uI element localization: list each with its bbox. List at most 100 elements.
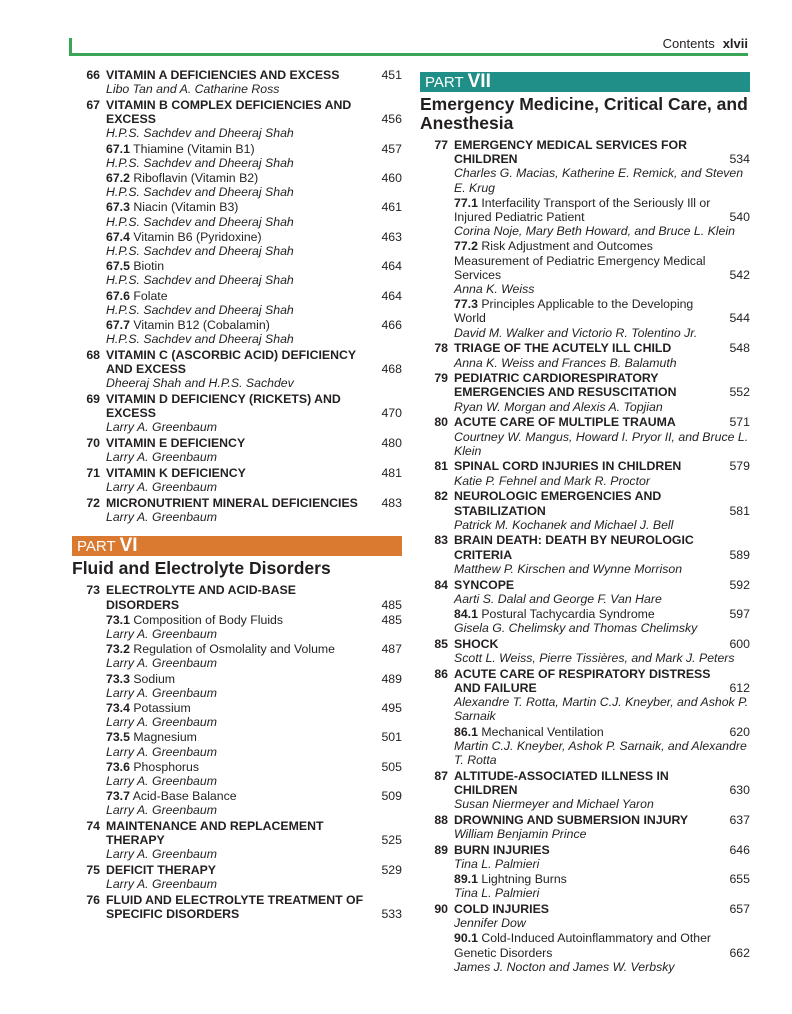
entry-body: ELECTROLYTE AND ACID-BASE DISORDERS 485 73…	[106, 583, 402, 817]
toc-entry[interactable]: 71 VITAMIN K DEFICIENCY 481 Larry A. Greenb…	[72, 466, 402, 494]
subchapter-entry[interactable]: 67.5 Biotin 464 H.P.S. Sachdev and Dheeraj…	[106, 259, 402, 287]
running-header: Contents xlvii	[663, 36, 748, 51]
subchapter-entry[interactable]: 73.5 Magnesium 501 Larry A. Greenbaum	[106, 730, 402, 758]
authors: H.P.S. Sachdev and Dheeraj Shah	[106, 273, 294, 288]
toc-entry[interactable]: 88 DROWNING AND SUBMERSION INJURY 637 Willi…	[420, 813, 750, 841]
subchapter-entry[interactable]: 67.3 Niacin (Vitamin B3) 461 H.P.S. Sachde…	[106, 200, 402, 228]
toc-entry[interactable]: 79 PEDIATRIC CARDIORESPIRATORY EMERGENCIE…	[420, 371, 750, 414]
toc-entry[interactable]: 81 SPINAL CORD INJURIES IN CHILDREN 579 Kat…	[420, 459, 750, 487]
toc-entry[interactable]: 70 VITAMIN E DEFICIENCY 480 Larry A. Greenb…	[72, 436, 402, 464]
toc-entry[interactable]: 75 DEFICIT THERAPY 529 Larry A. Greenbaum	[72, 863, 402, 891]
entry-body: ALTITUDE-ASSOCIATED ILLNESS IN CHILDREN 6…	[454, 769, 750, 812]
toc-entry[interactable]: 78 TRIAGE OF THE ACUTELY ILL CHILD 548 Anna…	[420, 341, 750, 369]
subchapter-entry[interactable]: 67.7 Vitamin B12 (Cobalamin) 466 H.P.S. Sa…	[106, 318, 402, 346]
entry-body: DEFICIT THERAPY 529 Larry A. Greenbaum	[106, 863, 402, 891]
title-row: 73.2 Regulation of Osmolality and Volume…	[106, 642, 402, 656]
title-row: VITAMIN D DEFICIENCY (RICKETS) AND EXCES…	[106, 392, 402, 420]
title-row: VITAMIN B COMPLEX DEFICIENCIES AND EXCES…	[106, 98, 402, 126]
toc-entry[interactable]: 85 SHOCK 600 Scott L. Weiss, Pierre Tissièr…	[420, 637, 750, 665]
subchapter-entry[interactable]: 67.4 Vitamin B6 (Pyridoxine) 463 H.P.S. Sa…	[106, 230, 402, 258]
chapter-number: 81	[434, 459, 448, 474]
toc-entry[interactable]: 83 BRAIN DEATH: DEATH BY NEUROLOGIC CRITE…	[420, 533, 750, 576]
chapter-title: SHOCK	[454, 636, 499, 651]
subchapter-title: 89.1 Lightning Burns	[454, 872, 567, 886]
toc-entry[interactable]: 69 VITAMIN D DEFICIENCY (RICKETS) AND EXC…	[72, 392, 402, 435]
toc-entry[interactable]: 90 COLD INJURIES 657 Jennifer Dow 90.1 Cold-…	[420, 902, 750, 974]
subchapter-number: 89.1	[454, 872, 478, 887]
chapter-number: 90	[434, 902, 448, 917]
chapter-number: 78	[434, 341, 448, 356]
title-row: ELECTROLYTE AND ACID-BASE DISORDERS 485	[106, 583, 402, 611]
subchapter-entry[interactable]: 89.1 Lightning Burns 655 Tina L. Palmieri	[454, 872, 750, 900]
chapter-title: COLD INJURIES	[454, 902, 549, 917]
toc-entry[interactable]: 82 NEUROLOGIC EMERGENCIES AND STABILIZATI…	[420, 489, 750, 532]
toc-entry[interactable]: 86 ACUTE CARE OF RESPIRATORY DISTRESS AND…	[420, 667, 750, 767]
subchapter-entry[interactable]: 73.2 Regulation of Osmolality and Volume…	[106, 642, 402, 670]
authors: Patrick M. Kochanek and Michael J. Bell	[454, 517, 674, 532]
subchapter-entry[interactable]: 67.2 Riboflavin (Vitamin B2) 460 H.P.S. Sa…	[106, 171, 402, 199]
authors: Larry A. Greenbaum	[106, 877, 217, 892]
toc-entry[interactable]: 80 ACUTE CARE OF MULTIPLE TRAUMA 571 Courtn…	[420, 415, 750, 458]
title-row: DEFICIT THERAPY 529	[106, 863, 402, 877]
subchapter-entry[interactable]: 84.1 Postural Tachycardia Syndrome 597 Gis…	[454, 607, 750, 635]
subchapter-entry[interactable]: 77.2 Risk Adjustment and Outcomes Measur…	[454, 239, 750, 296]
entry-body: MICRONUTRIENT MINERAL DEFICIENCIES 483 Lar…	[106, 496, 402, 524]
chapter-number: 86	[434, 666, 448, 681]
toc-entry[interactable]: 67 VITAMIN B COMPLEX DEFICIENCIES AND EXC…	[72, 98, 402, 346]
subchapter-entry[interactable]: 77.3 Principles Applicable to the Develo…	[454, 297, 750, 340]
entry-body: VITAMIN E DEFICIENCY 480 Larry A. Greenbau…	[106, 436, 402, 464]
subchapter-name: Magnesium	[133, 730, 197, 745]
page-ref: 464	[381, 259, 402, 274]
page-ref: 529	[381, 863, 402, 878]
subchapter-name: Sodium	[133, 671, 176, 686]
subchapter-number: 67.1	[106, 141, 130, 156]
title-row: DROWNING AND SUBMERSION INJURY 637	[454, 813, 750, 827]
toc-entry[interactable]: 74 MAINTENANCE AND REPLACEMENT THERAPY 525…	[72, 819, 402, 862]
subchapter-title: 73.1 Composition of Body Fluids	[106, 613, 283, 627]
toc-entry[interactable]: 76 FLUID AND ELECTROLYTE TREATMENT OF SPE…	[72, 893, 402, 921]
subchapter-number: 73.5	[106, 730, 130, 745]
title-row: PEDIATRIC CARDIORESPIRATORY EMERGENCIES …	[454, 371, 750, 399]
chapter-title: VITAMIN B COMPLEX DEFICIENCIES AND EXCES…	[106, 97, 352, 127]
subchapter-title: 67.1 Thiamine (Vitamin B1)	[106, 142, 255, 156]
toc-entry[interactable]: 68 VITAMIN C (ASCORBIC ACID) DEFICIENCY A…	[72, 348, 402, 391]
title-row: SHOCK 600	[454, 637, 750, 651]
chapter-title: VITAMIN K DEFICIENCY	[106, 465, 246, 480]
chapter-number: 70	[86, 436, 100, 451]
title-row: ACUTE CARE OF RESPIRATORY DISTRESS AND F…	[454, 667, 750, 695]
subchapter-entry[interactable]: 77.1 Interfacility Transport of the Seri…	[454, 196, 750, 239]
authors: Courtney W. Mangus, Howard I. Pryor II, …	[454, 429, 749, 458]
entry-body: FLUID AND ELECTROLYTE TREATMENT OF SPECI…	[106, 893, 402, 921]
toc-entry[interactable]: 84 SYNCOPE 592 Aarti S. Dalal and George F.…	[420, 578, 750, 636]
toc-entry[interactable]: 87 ALTITUDE-ASSOCIATED ILLNESS IN CHILDRE…	[420, 769, 750, 812]
page-ref: 597	[729, 607, 750, 621]
page-ref: 485	[381, 612, 402, 627]
subchapter-entry[interactable]: 73.1 Composition of Body Fluids 485 Larry …	[106, 613, 402, 641]
chapter-title: BRAIN DEATH: DEATH BY NEUROLOGIC CRITERI…	[454, 533, 694, 562]
title-row: ACUTE CARE OF MULTIPLE TRAUMA 571	[454, 415, 750, 429]
chapter-number: 79	[434, 371, 448, 386]
toc-entry[interactable]: 73 ELECTROLYTE AND ACID-BASE DISORDERS 485…	[72, 583, 402, 817]
toc-entry[interactable]: 66 VITAMIN A DEFICIENCIES AND EXCESS 451 Li…	[72, 68, 402, 96]
subchapter-entry[interactable]: 90.1 Cold-Induced Autoinflammatory and O…	[454, 931, 750, 974]
subchapter-entry[interactable]: 73.6 Phosphorus 505 Larry A. Greenbaum	[106, 760, 402, 788]
subchapter-entry[interactable]: 73.7 Acid-Base Balance 509 Larry A. Greenb…	[106, 789, 402, 817]
subchapter-entry[interactable]: 86.1 Mechanical Ventilation 620 Martin C.J…	[454, 725, 750, 768]
toc-entry[interactable]: 89 BURN INJURIES 646 Tina L. Palmieri 89.1 L…	[420, 843, 750, 901]
toc-entry[interactable]: 72 MICRONUTRIENT MINERAL DEFICIENCIES 483 L…	[72, 496, 402, 524]
entry-body: NEUROLOGIC EMERGENCIES AND STABILIZATION…	[454, 489, 750, 532]
subchapter-entry[interactable]: 67.6 Folate 464 H.P.S. Sachdev and Dheeraj…	[106, 289, 402, 317]
title-row: 67.6 Folate 464	[106, 289, 402, 303]
chapter-title: ACUTE CARE OF MULTIPLE TRAUMA	[454, 415, 676, 430]
title-row: SPINAL CORD INJURIES IN CHILDREN 579	[454, 459, 750, 473]
subchapter-entry[interactable]: 73.3 Sodium 489 Larry A. Greenbaum	[106, 672, 402, 700]
chapter-number: 66	[86, 68, 100, 82]
toc-entry[interactable]: 77 EMERGENCY MEDICAL SERVICES FOR CHILDRE…	[420, 138, 750, 340]
page-ref: 533	[381, 907, 402, 922]
subchapter-entry[interactable]: 73.4 Potassium 495 Larry A. Greenbaum	[106, 701, 402, 729]
chapter-title: ALTITUDE-ASSOCIATED ILLNESS IN CHILDREN	[454, 768, 669, 797]
subchapter-number: 67.7	[106, 317, 130, 332]
subchapter-entry[interactable]: 67.1 Thiamine (Vitamin B1) 457 H.P.S. Sach…	[106, 142, 402, 170]
page-ref: 579	[729, 459, 750, 474]
page-ref: 505	[381, 759, 402, 774]
